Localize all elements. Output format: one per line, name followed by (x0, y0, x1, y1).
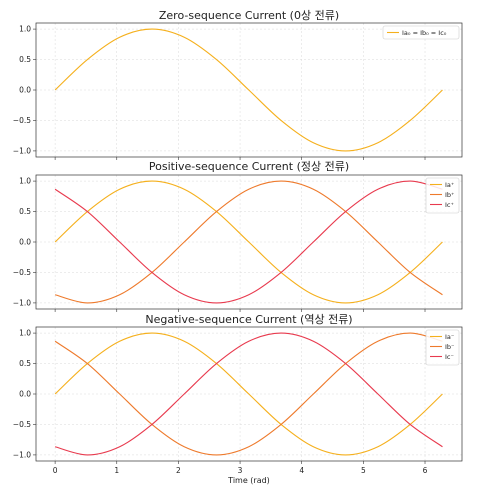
series-line-2 (54, 332, 443, 456)
y-tick-label: −0.5 (13, 420, 31, 429)
axes-frame (35, 22, 463, 158)
series-line-1 (54, 180, 443, 304)
x-tick-label: 2 (176, 466, 181, 475)
y-tick-label: 0.0 (19, 86, 31, 95)
legend: Ia⁻ Ib⁻ Ic⁻ (425, 329, 460, 366)
series-line-3 (54, 180, 443, 304)
y-tick-label: 0.5 (19, 207, 31, 216)
legend: Ia⁺ Ib⁺ Ic⁺ (425, 177, 460, 214)
panel-3: 1.0 0.5 0.0 −0.5 −1.0 0 1 2 3 4 5 6 Negative-sequenc… (13, 313, 463, 485)
x-axis-label: Time (rad) (227, 476, 270, 485)
series-line-1 (54, 28, 443, 152)
panel-2: 1.0 0.5 0.0 −0.5 −1.0 Positive-sequence Curre… (13, 160, 463, 312)
legend-label: Ia⁺ (445, 181, 454, 189)
y-tick-label: −0.5 (13, 268, 31, 277)
legend-label: Ia⁻ (445, 333, 454, 341)
y-tick-label: 0.0 (19, 390, 31, 399)
x-tick-label: 3 (238, 466, 243, 475)
series-line-2 (54, 180, 443, 304)
y-tick-label: 0.5 (19, 359, 31, 368)
y-tick-label: −1.0 (13, 299, 31, 308)
y-tick-label: −0.5 (13, 116, 31, 125)
y-tick-label: 1.0 (19, 177, 31, 186)
axes-frame (35, 174, 463, 310)
y-tick-label: −1.0 (13, 147, 31, 156)
legend-label: Ib⁻ (445, 343, 454, 351)
y-tick-label: −1.0 (13, 451, 31, 460)
chart-title: Zero-sequence Current (0상 전류) (159, 9, 339, 22)
legend-label: Ib⁺ (445, 191, 454, 199)
y-tick-label: 0.0 (19, 238, 31, 247)
legend-label: Ic⁺ (445, 201, 454, 209)
legend: Ia₀ = Ib₀ = Ic₀ (382, 25, 460, 40)
panel-1: 1.0 0.5 0.0 −0.5 −1.0 Zero-sequence Current (… (13, 9, 463, 160)
series-line-1 (54, 332, 443, 456)
legend-box (382, 25, 460, 40)
chart-title: Negative-sequence Current (역상 전류) (145, 313, 352, 326)
x-tick-label: 4 (299, 466, 304, 475)
y-tick-label: 0.5 (19, 55, 31, 64)
legend-label: Ic⁻ (445, 353, 454, 361)
axes-frame (35, 326, 463, 462)
series-line-3 (54, 332, 443, 456)
x-tick-label: 6 (423, 466, 428, 475)
x-tick-label: 5 (361, 466, 366, 475)
x-tick-label: 1 (114, 466, 119, 475)
x-tick-label: 0 (53, 466, 58, 475)
y-tick-label: 1.0 (19, 329, 31, 338)
y-tick-label: 1.0 (19, 25, 31, 34)
legend-label: Ia₀ = Ib₀ = Ic₀ (402, 29, 447, 37)
chart-title: Positive-sequence Current (정상 전류) (149, 160, 349, 173)
